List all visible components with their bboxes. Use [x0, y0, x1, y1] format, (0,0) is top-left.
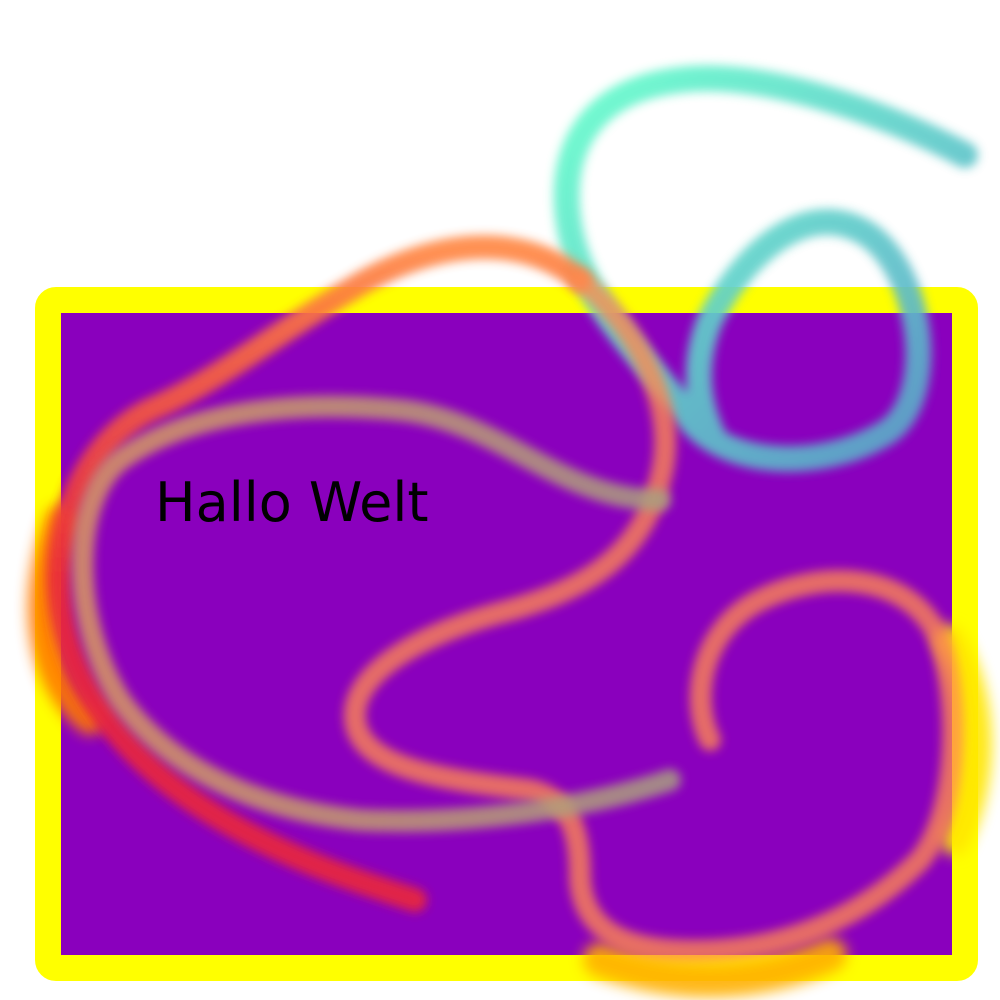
tan-stroke — [71, 395, 681, 832]
greeting-text: Hallo Welt — [155, 471, 429, 534]
bottom-glow — [583, 938, 847, 998]
mint-stroke — [553, 65, 978, 472]
orange-s-stroke — [343, 269, 965, 962]
right-glow — [935, 625, 992, 855]
orange-red-stroke — [46, 235, 592, 912]
